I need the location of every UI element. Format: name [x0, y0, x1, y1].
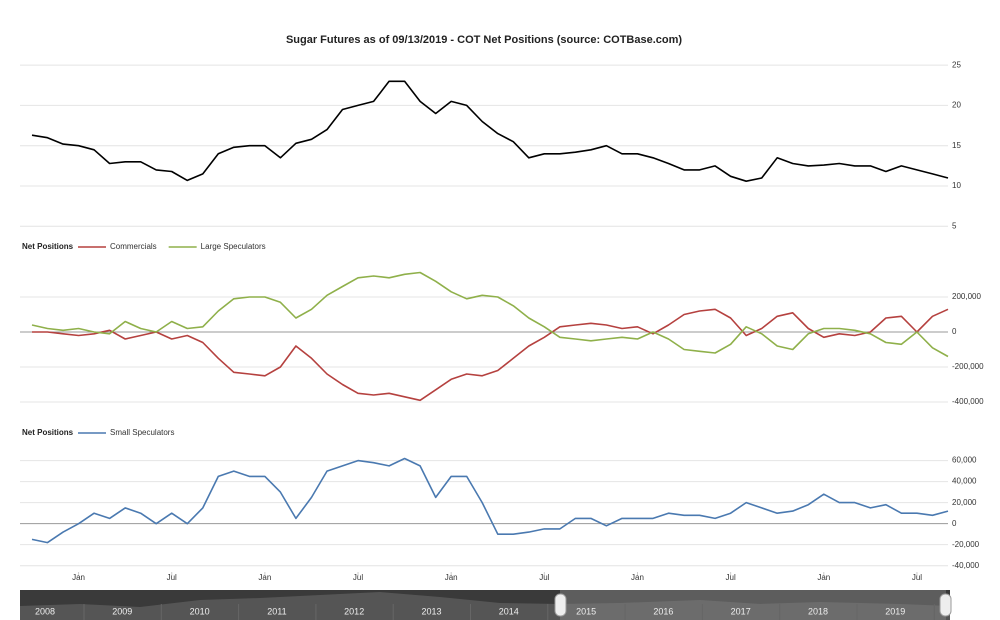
y-tick-label: 60,000 — [952, 456, 977, 465]
navigator-label: 2012 — [344, 606, 364, 616]
navigator-label: 2019 — [885, 606, 905, 616]
series-line — [31, 271, 949, 358]
x-tick-label: Jan — [445, 573, 458, 582]
navigator-selection[interactable] — [560, 590, 946, 620]
legend-title: Net Positions — [22, 242, 74, 251]
y-tick-label: 20 — [952, 101, 961, 110]
navigator-label: 2013 — [421, 606, 441, 616]
y-tick-label: -40,000 — [952, 561, 980, 570]
navigator-label: 2018 — [808, 606, 828, 616]
x-tick-label: Jul — [353, 573, 363, 582]
navigator-label: 2010 — [190, 606, 210, 616]
legend-label: Commercials — [110, 242, 157, 251]
x-tick-label: Jan — [258, 573, 271, 582]
y-tick-label: 200,000 — [952, 292, 981, 301]
y-tick-label: 5 — [952, 221, 957, 230]
x-tick-label: Jul — [167, 573, 177, 582]
legend-label: Large Speculators — [201, 242, 266, 251]
series-line — [31, 457, 949, 544]
series-line — [31, 80, 949, 182]
navigator-handle[interactable] — [939, 593, 952, 617]
y-tick-label: 15 — [952, 141, 961, 150]
y-tick-label: -400,000 — [952, 397, 984, 406]
navigator-label: 2017 — [731, 606, 751, 616]
x-tick-label: Jan — [631, 573, 644, 582]
y-tick-label: 20,000 — [952, 498, 977, 507]
x-tick-label: Jul — [539, 573, 549, 582]
y-tick-label: 40,000 — [952, 477, 977, 486]
navigator-label: 2009 — [112, 606, 132, 616]
y-tick-label: 0 — [952, 519, 957, 528]
navigator-handle[interactable] — [554, 593, 567, 617]
navigator-silhouette — [20, 592, 950, 620]
chart-title: Sugar Futures as of 09/13/2019 - COT Net… — [286, 34, 682, 46]
x-tick-label: Jan — [817, 573, 830, 582]
x-tick-label: Jan — [72, 573, 85, 582]
navigator-label: 2008 — [35, 606, 55, 616]
series-line — [32, 308, 949, 402]
navigator-label: 2016 — [653, 606, 673, 616]
y-tick-label: -20,000 — [952, 540, 980, 549]
x-tick-label: Jul — [726, 573, 736, 582]
y-tick-label: 10 — [952, 181, 961, 190]
navigator-label: 2011 — [267, 606, 286, 616]
x-tick-label: Jul — [912, 573, 922, 582]
navigator[interactable]: 2008 2009 2010 2011 2012 2013 2014 2015 2016 2017… — [20, 590, 952, 620]
y-tick-label: 0 — [952, 327, 957, 336]
navigator-label: 2015 — [576, 606, 596, 616]
y-tick-label: -200,000 — [952, 362, 984, 371]
legend-label: Small Speculators — [110, 428, 174, 437]
navigator-label: 2014 — [499, 606, 519, 616]
y-tick-label: 25 — [952, 60, 961, 69]
legend-title: Net Positions — [22, 428, 74, 437]
